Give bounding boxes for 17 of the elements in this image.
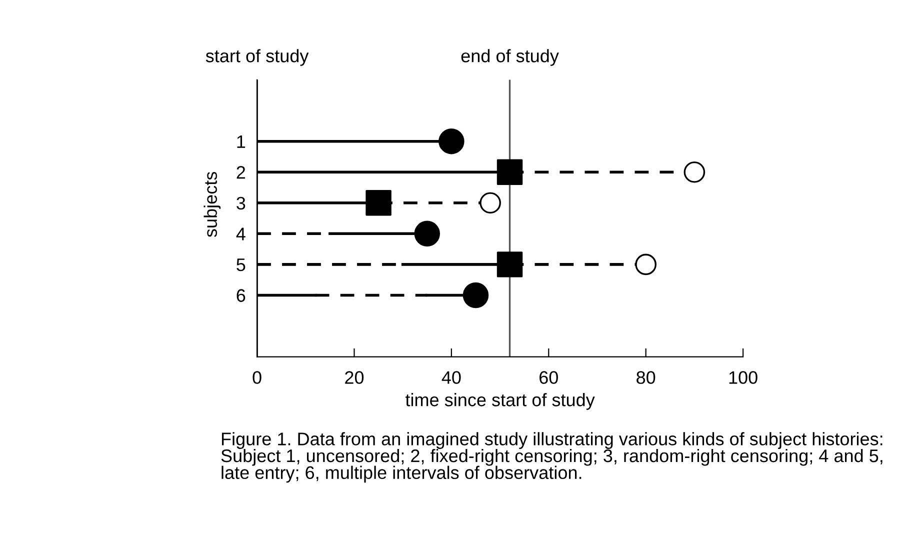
y-tick-label: 2 — [236, 166, 246, 179]
x-tick-label: 40 — [442, 371, 461, 384]
y-tick-label: 6 — [236, 289, 246, 302]
x-axis-title: time since start of study — [405, 393, 595, 410]
y-tick-label: 1 — [237, 135, 246, 148]
x-tick-label: 20 — [345, 371, 364, 384]
ref-line-label: end of study — [461, 49, 559, 66]
x-tick-label: 60 — [540, 371, 558, 384]
caption: Figure 1. Data from an imagined study illustrating various kinds of subject histories: Subject 1, uncensored; 2, fixed-right censoring; 3, random-right censoring; 4 and 5, late entry; 6, multiple intervals of observation. — [221, 432, 882, 483]
ref-line-label: start of study — [206, 49, 309, 66]
x-tick-label: 100 — [729, 371, 758, 384]
x-tick-label: 0 — [252, 371, 262, 384]
y-tick-label: 4 — [236, 228, 246, 240]
x-tick-label: 80 — [636, 371, 656, 384]
y-axis-title: subjects — [204, 172, 221, 238]
y-tick-label: 3 — [236, 196, 246, 210]
y-tick-label: 5 — [236, 258, 246, 272]
